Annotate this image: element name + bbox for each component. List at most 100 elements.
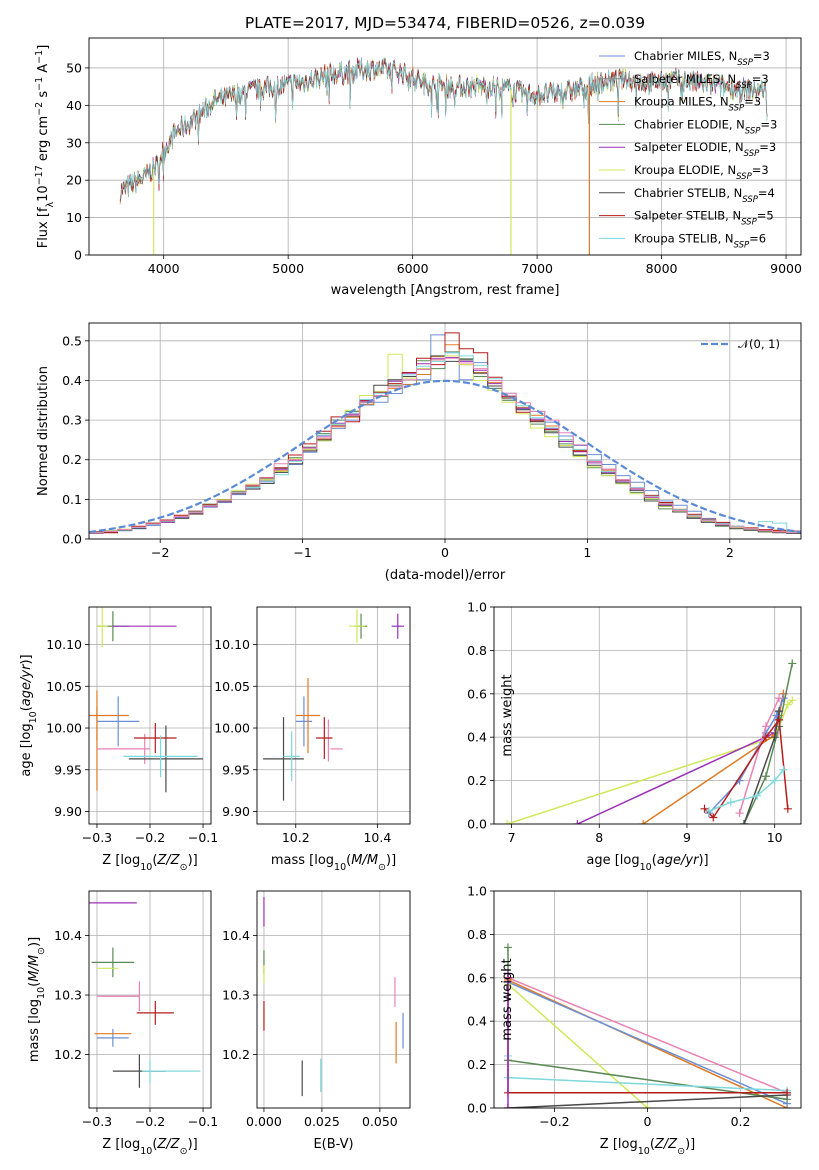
axes-frame [88, 890, 212, 1109]
y-axis-label: mass [log10(M/M⊙)] [27, 937, 47, 1062]
mass-weight-marker [735, 809, 744, 818]
x-tick-label: 8000 [646, 261, 678, 276]
y-tick-label: 10.4 [222, 928, 250, 943]
mass-weight-line [507, 977, 788, 1094]
legend-label: Chabrier MILES, NSSP=3 [634, 49, 770, 68]
mass-weight-marker [726, 798, 735, 807]
y-tick-label: 10.10 [214, 637, 250, 652]
legend-text-part: =4 [758, 186, 775, 200]
errorbar-panel: −0.3 −0.2 −0.1 9.90 9.95 10.00 10.05 10.10 Z [lo… [19, 606, 218, 873]
y-tick-label: 10.3 [54, 988, 82, 1003]
legend-sub: SSP [736, 172, 752, 182]
legend-text-part: =3 [760, 117, 777, 131]
mass-weight-marker [770, 776, 779, 785]
legend-text-part: Salpeter ELODIE, N [634, 140, 744, 154]
panels: 4000 5000 6000 7000 8000 900001020304050wavel… [19, 37, 802, 1157]
y-tick-label: 0.8 [467, 927, 487, 942]
gaussian-legend-label: 𝒩(0, 1) [738, 337, 780, 351]
label-part: )] [19, 654, 34, 664]
x-tick-label: −0.1 [188, 830, 218, 845]
mass-weight-marker [788, 696, 797, 705]
mass-weight-marker [779, 765, 788, 774]
y-tick-label: 0.2 [62, 452, 82, 467]
y-tick-label: 0.3 [62, 413, 82, 428]
legend-text-part: Salpeter MILES, N [634, 72, 736, 86]
label-part: 10 [140, 862, 152, 873]
label-part: Z [log [102, 1137, 140, 1152]
label-part: ( [152, 1137, 157, 1152]
x-tick-label: 0 [644, 1114, 652, 1129]
x-tick-label: −0.2 [539, 1114, 569, 1129]
label-part: 10 [36, 185, 51, 202]
label-part: )] [27, 937, 42, 947]
mass-weight-marker [643, 1104, 652, 1108]
label-part: age [log [19, 723, 34, 776]
x-tick-label: −2 [151, 545, 169, 560]
y-tick-label: 50 [66, 60, 82, 75]
mass-weight-marker [709, 813, 718, 822]
label-part: Z/Z [156, 853, 180, 868]
label-part: Z/Z [654, 1137, 678, 1152]
label-part: 10 [140, 1146, 152, 1157]
axes-frame [493, 890, 802, 1109]
mass-weight-line [507, 983, 648, 1108]
x-axis-label: age [log10(age/yr)] [586, 853, 708, 873]
label-part: ] [36, 45, 51, 50]
y-tick-label: 0.8 [467, 643, 487, 658]
legend-text-part: =6 [749, 231, 766, 245]
legend-text-part: =3 [752, 72, 769, 86]
x-tick-label: 2 [726, 545, 734, 560]
label-part: mass [log [27, 999, 42, 1062]
errorbar-points [263, 609, 404, 801]
legend-sub: SSP [737, 58, 753, 68]
legend-text-part: Chabrier ELODIE, N [634, 117, 745, 131]
errorbar-points [263, 896, 404, 1097]
x-tick-label: 1 [583, 545, 591, 560]
y-tick-label: 0.4 [467, 1014, 487, 1029]
legend-sub: SSP [741, 218, 757, 228]
legend-sub: SSP [744, 149, 760, 159]
x-tick-label: 10.4 [363, 830, 391, 845]
label-part: λ [45, 201, 56, 207]
spectrum-panel: 4000 5000 6000 7000 8000 9000 0 10 20 30 40 50 wavel… [34, 37, 802, 298]
legend-label: Kroupa ELODIE, NSSP=3 [634, 163, 769, 182]
legend-text-part: Chabrier STELIB, N [634, 186, 742, 200]
x-axis-label: (data-model)/error [385, 568, 506, 583]
x-tick-label: 0 [441, 545, 449, 560]
mass-weight-marker [761, 722, 770, 731]
label-part: Z [log [102, 853, 140, 868]
y-tick-label: 10 [66, 210, 82, 225]
x-tick-label: 9000 [770, 261, 802, 276]
legend-label: Salpeter MILES, NSSP=3 [634, 72, 769, 91]
y-tick-label: 9.95 [54, 762, 82, 777]
y-axis-label: Normed distribution [36, 366, 51, 496]
axes-frame [256, 890, 411, 1109]
legend-sub: SSP [729, 104, 745, 114]
x-tick-label: −1 [293, 545, 311, 560]
mass-weight-marker [775, 707, 784, 716]
y-tick-label: 0.4 [62, 373, 82, 388]
legend-sub: SSP [745, 126, 761, 136]
label-part: Z [log [600, 1137, 638, 1152]
label-part: A [36, 64, 51, 77]
x-tick-label: 10.2 [282, 830, 310, 845]
legend-text-part: Kroupa MILES, N [634, 95, 729, 109]
x-tick-label: 10 [767, 830, 783, 845]
label-part: M/M [27, 955, 42, 982]
mass-weight-line [507, 1094, 788, 1108]
mass-weight-marker [783, 804, 792, 813]
mass-weight-panel: −0.2 0 0.2 0.0 0.2 0.4 0.6 0.8 1.0 Z [log10(Z/Z⊙)… [467, 884, 802, 1157]
label-part: Flux [f [36, 207, 51, 248]
errorbar-panel: 10.2 10.4 9.90 9.95 10.00 10.05 10.10 mass [log… [214, 606, 411, 873]
x-axis-label: mass [log10(M/M⊙)] [271, 853, 396, 873]
y-tick-label: 10.00 [214, 721, 250, 736]
y-tick-label: 0.6 [467, 970, 487, 985]
legend-label: Kroupa MILES, NSSP=3 [634, 95, 761, 114]
axes-frame [256, 606, 411, 825]
errorbar-panel: 0.000 0.025 0.050 10.2 10.3 10.4 E(B-V) [222, 890, 411, 1152]
mass-weight-line [507, 981, 788, 1105]
x-tick-label: −0.1 [188, 1114, 218, 1129]
legend-text-part: Kroupa ELODIE, N [634, 163, 736, 177]
x-tick-label: 0.025 [304, 1114, 340, 1129]
axes-frame [88, 322, 802, 540]
